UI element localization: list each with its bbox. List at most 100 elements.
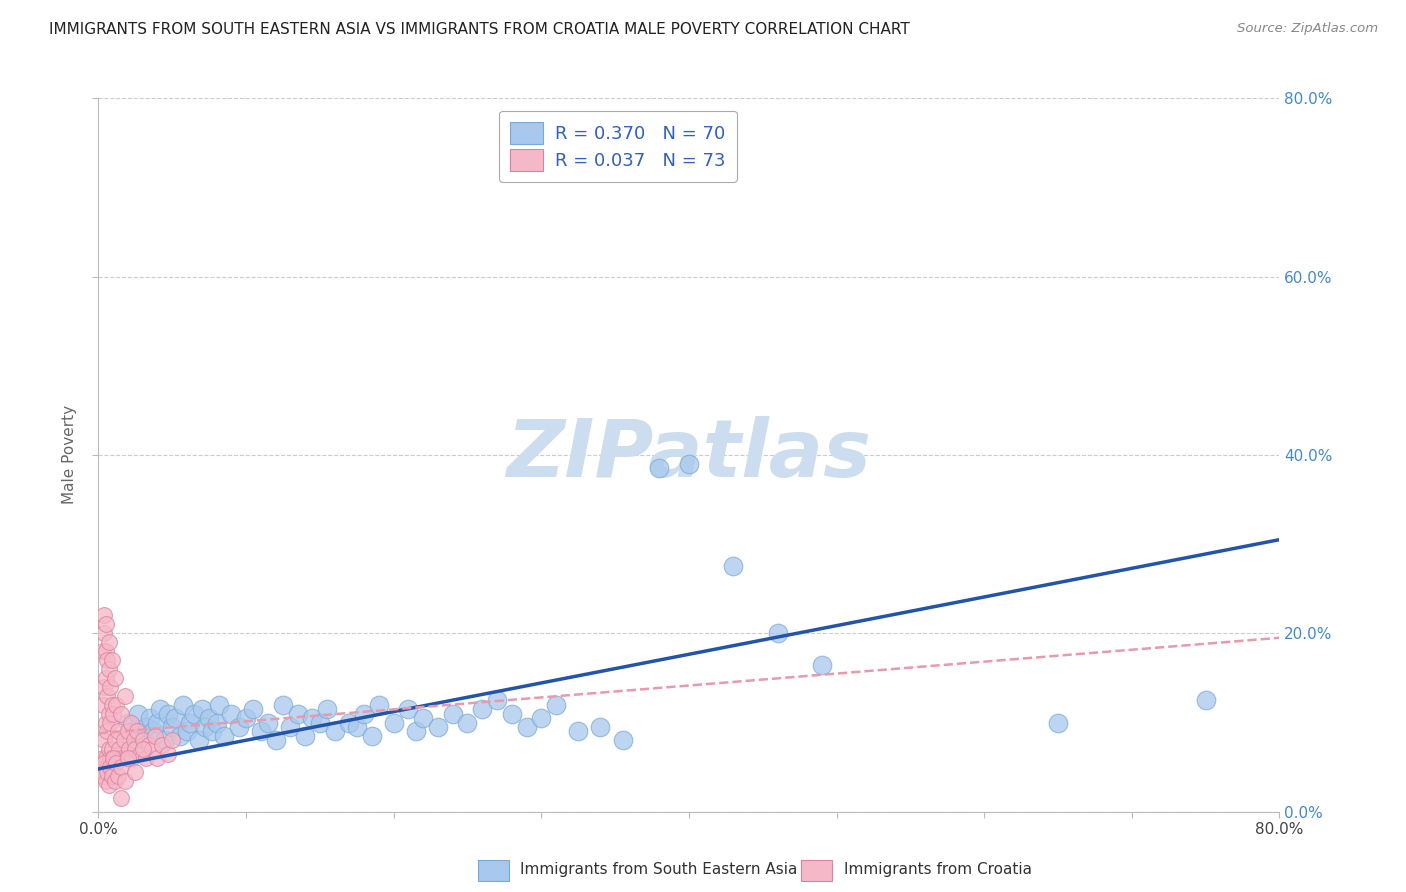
Point [1046, 715, 1069, 730]
Point [112, 733, 135, 747]
Point [91, 751, 114, 765]
Point [139, 711, 162, 725]
Point [287, 706, 309, 721]
Point [96, 764, 118, 779]
Point [162, 733, 183, 747]
Point [201, 724, 224, 739]
Point [678, 457, 700, 471]
Text: Immigrants from Croatia: Immigrants from Croatia [844, 863, 1032, 877]
Point [142, 724, 165, 739]
Point [316, 702, 339, 716]
Point [648, 461, 671, 475]
Point [486, 693, 509, 707]
Point [441, 706, 464, 721]
Legend: R = 0.370   N = 70, R = 0.037   N = 73: R = 0.370 N = 70, R = 0.037 N = 73 [499, 111, 737, 182]
Point [135, 720, 157, 734]
Point [567, 724, 589, 739]
Point [98, 760, 121, 774]
Point [124, 742, 146, 756]
Point [120, 715, 142, 730]
Point [105, 698, 128, 712]
Point [104, 733, 127, 747]
Point [108, 742, 131, 756]
Point [98, 680, 121, 694]
Point [346, 720, 368, 734]
Point [98, 715, 121, 730]
Point [194, 720, 217, 734]
Point [146, 751, 169, 765]
Point [172, 698, 194, 712]
Point [97, 778, 120, 792]
Point [132, 729, 155, 743]
Point [612, 733, 634, 747]
Point [118, 742, 141, 756]
Point [132, 733, 155, 747]
Point [187, 733, 209, 747]
Point [132, 742, 155, 756]
Point [107, 769, 129, 783]
Point [766, 626, 789, 640]
Point [114, 689, 136, 703]
Point [810, 657, 832, 672]
Point [228, 720, 250, 734]
Point [143, 729, 166, 743]
Point [208, 698, 231, 712]
Point [115, 751, 138, 765]
Point [100, 742, 122, 756]
Point [471, 702, 494, 716]
Point [103, 751, 125, 765]
Point [427, 720, 450, 734]
Point [405, 724, 427, 739]
Text: IMMIGRANTS FROM SOUTH EASTERN ASIA VS IMMIGRANTS FROM CROATIA MALE POVERTY CORRE: IMMIGRANTS FROM SOUTH EASTERN ASIA VS IM… [49, 22, 910, 37]
Point [153, 733, 176, 747]
Point [589, 720, 612, 734]
Point [97, 635, 120, 649]
Point [723, 559, 745, 574]
Point [107, 724, 129, 739]
Point [191, 702, 214, 716]
Point [353, 706, 375, 721]
Point [138, 738, 160, 752]
Point [100, 653, 122, 667]
Point [104, 671, 127, 685]
Point [97, 706, 120, 721]
Y-axis label: Male Poverty: Male Poverty [62, 405, 77, 505]
Point [103, 706, 125, 721]
Point [97, 662, 120, 676]
Point [309, 715, 332, 730]
Point [257, 715, 280, 730]
Point [1195, 693, 1218, 707]
Point [156, 747, 179, 761]
Point [271, 698, 294, 712]
Point [94, 671, 117, 685]
Point [235, 711, 257, 725]
Point [122, 733, 145, 747]
Point [546, 698, 568, 712]
Point [110, 791, 132, 805]
Point [396, 702, 419, 716]
Point [339, 715, 360, 730]
Point [264, 733, 287, 747]
Point [301, 711, 323, 725]
Point [198, 711, 221, 725]
Point [96, 689, 118, 703]
Point [94, 773, 117, 788]
Point [91, 769, 114, 783]
Point [456, 715, 478, 730]
Point [97, 742, 120, 756]
Point [150, 738, 173, 752]
Point [94, 644, 117, 658]
Point [135, 751, 157, 765]
Point [156, 706, 179, 721]
Point [105, 751, 128, 765]
Point [146, 715, 169, 730]
Point [212, 729, 235, 743]
Point [105, 756, 128, 770]
Point [179, 715, 201, 730]
Point [165, 711, 187, 725]
Point [104, 773, 127, 788]
Point [368, 698, 391, 712]
Point [242, 702, 264, 716]
Point [100, 769, 122, 783]
Point [117, 724, 139, 739]
